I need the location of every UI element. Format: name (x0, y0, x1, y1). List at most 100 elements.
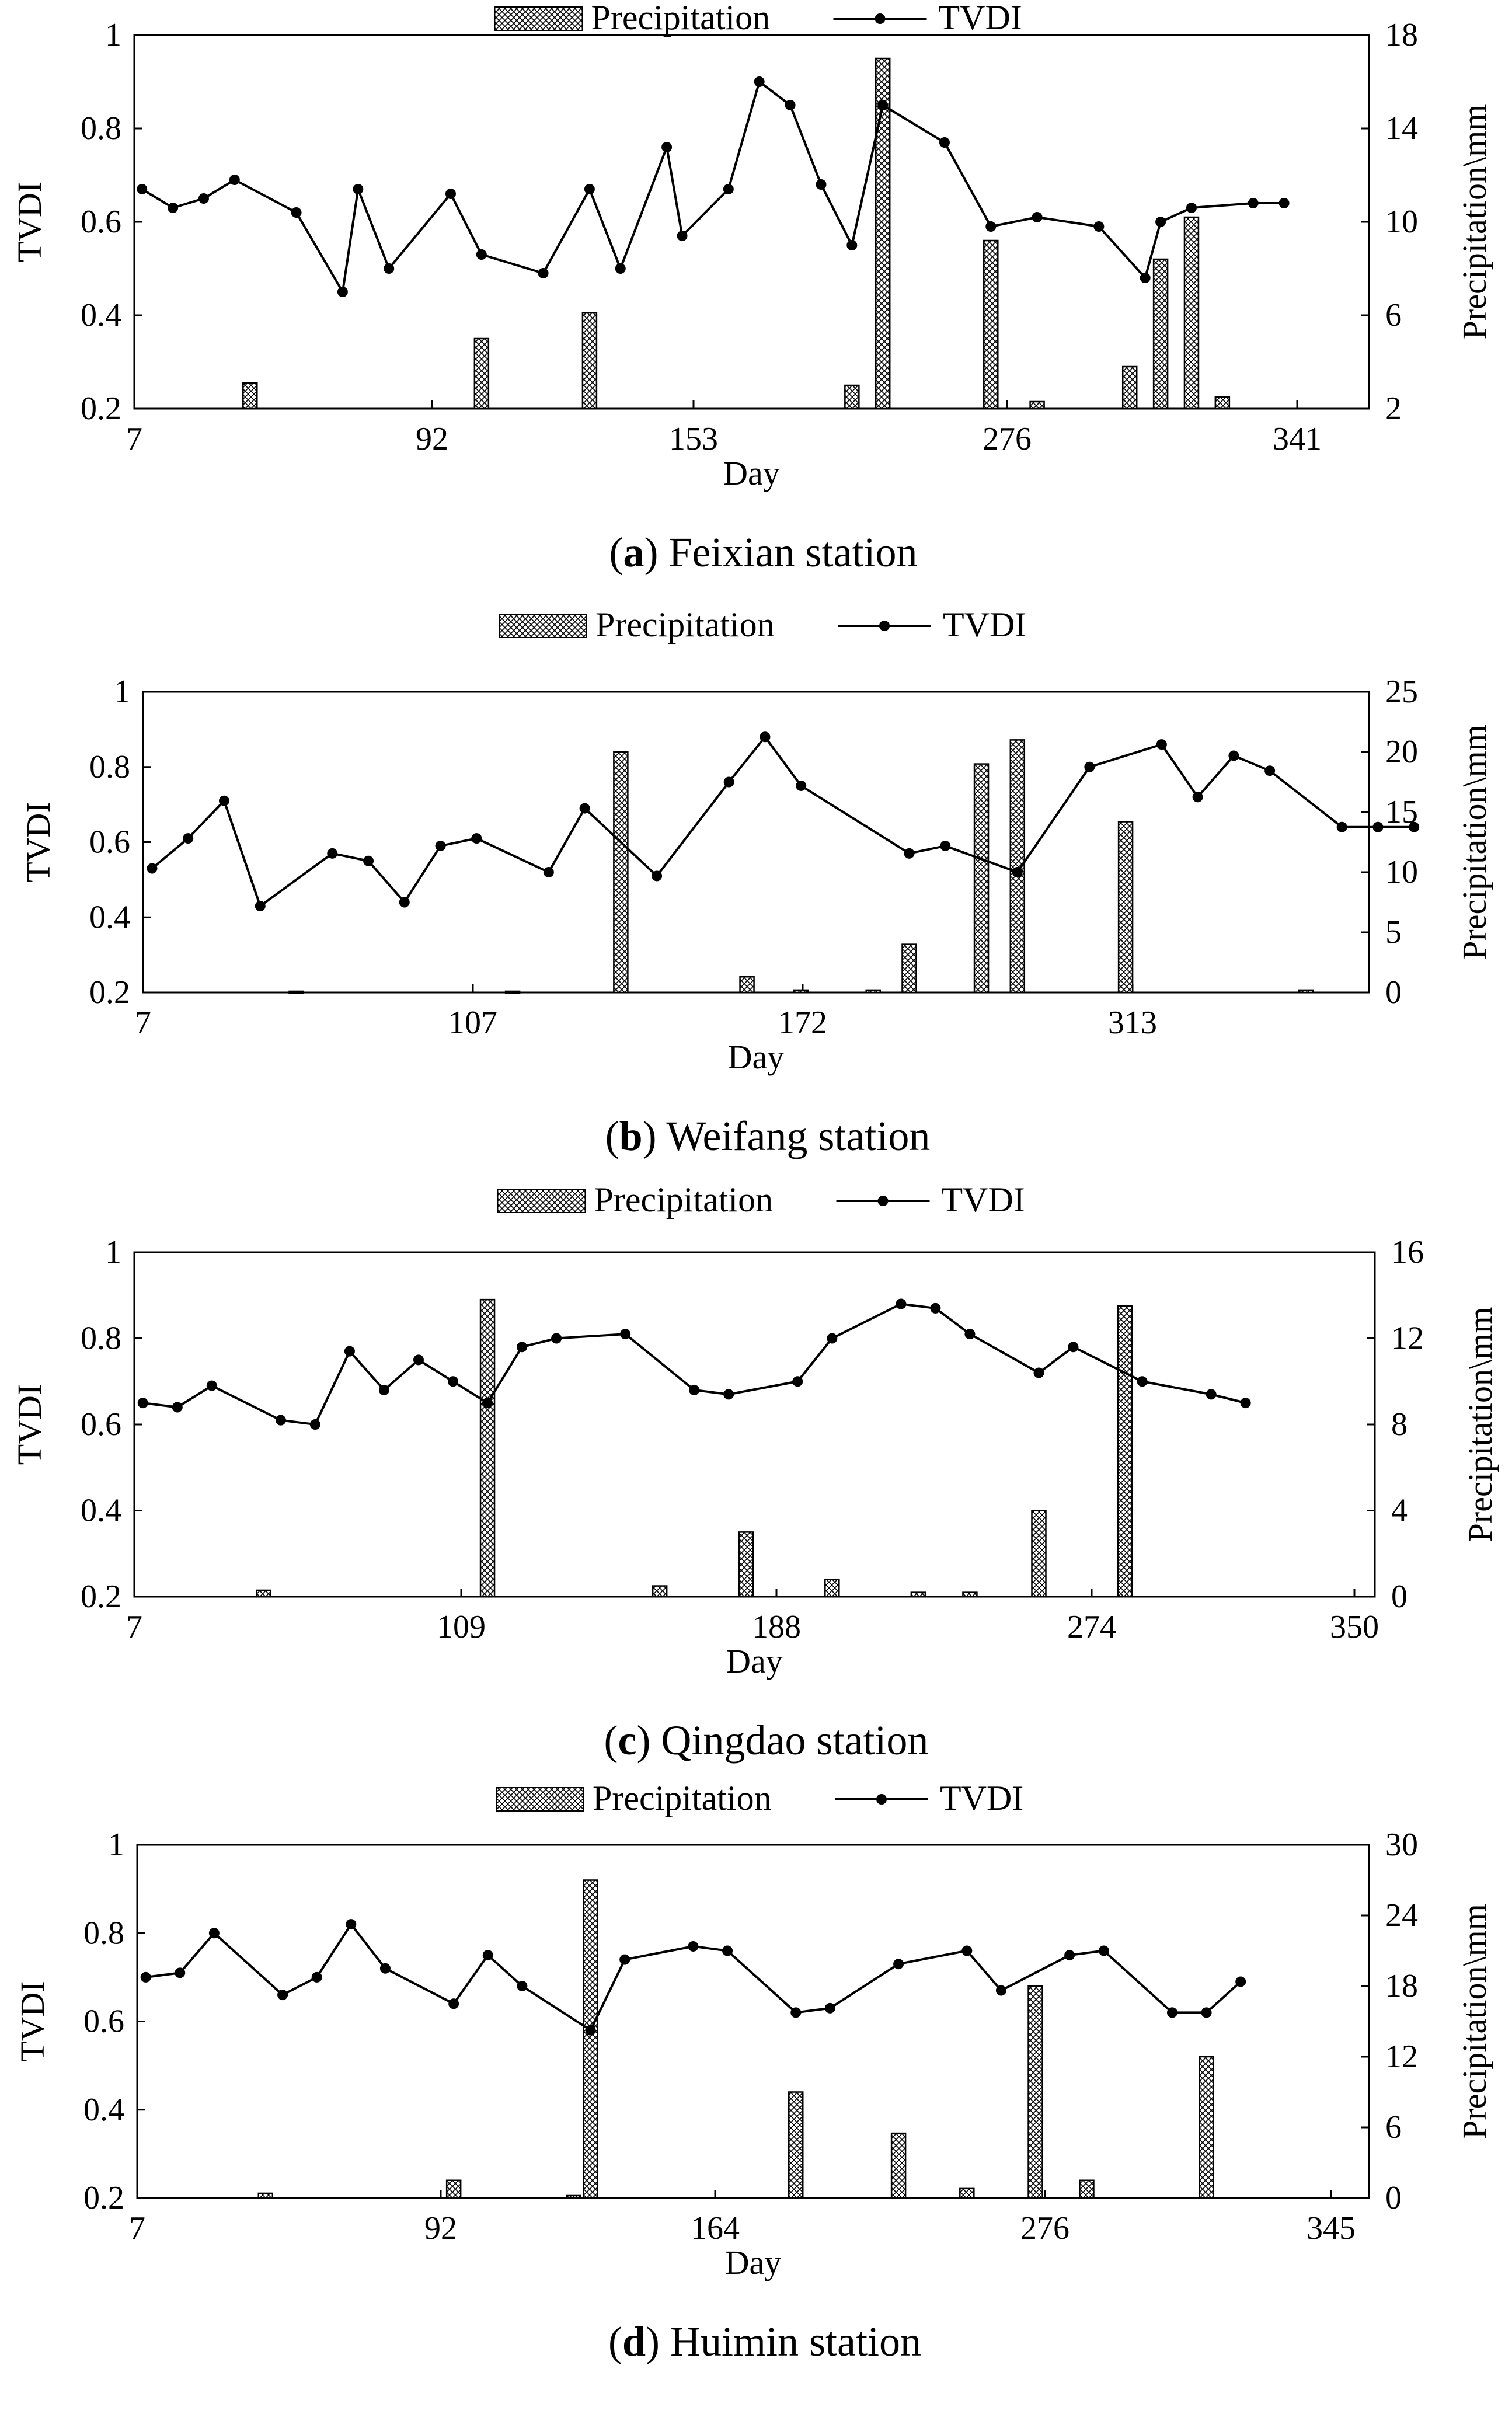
tvdi-point (353, 184, 364, 194)
precipitation-bar (445, 2179, 462, 2199)
precipitation-bar (1117, 821, 1134, 994)
tvdi-point (344, 1346, 355, 1357)
tvdi-point (275, 1415, 286, 1426)
tvdi-point (172, 1402, 183, 1413)
tvdi-point (311, 1971, 322, 1983)
right-y-tick-label: 0 (1385, 2180, 1402, 2216)
tvdi-point (1278, 198, 1290, 208)
precipitation-bar (844, 384, 860, 410)
right-y-tick-label: 5 (1385, 914, 1402, 950)
panel-caption-letter: c (618, 1717, 637, 1764)
tvdi-point (619, 1954, 630, 1965)
left-y-tick-label: 0.6 (81, 1406, 121, 1443)
left-y-axis-title: TVDI (13, 1981, 51, 2062)
tvdi-point (291, 207, 302, 218)
tvdi-point (964, 1329, 976, 1340)
right-y-tick-label: 10 (1385, 204, 1418, 240)
precipitation-bar (973, 763, 990, 994)
precipitation-bar (473, 337, 490, 410)
precipitation-bar (1031, 1510, 1047, 1598)
panel-caption-name: Weifang station (666, 1113, 930, 1159)
tvdi-point (363, 855, 374, 866)
legend-precipitation-label: Precipitation (594, 1180, 774, 1219)
legend-precipitation-label: Precipitation (591, 0, 771, 37)
tvdi-point (1155, 217, 1166, 227)
panel-caption: (b) Weifang station (605, 1113, 931, 1159)
precipitation-bar (566, 2194, 581, 2199)
right-y-tick-label: 10 (1385, 854, 1418, 890)
panel-caption: (d) Huimin station (608, 2318, 921, 2365)
tvdi-point (722, 1945, 733, 1956)
legend-precipitation-swatch (497, 1189, 586, 1213)
tvdi-point (1068, 1342, 1079, 1353)
precipitation-bar (1117, 1305, 1133, 1598)
panel-caption-name: Huimin station (670, 2318, 921, 2365)
left-y-tick-label: 0.8 (81, 1321, 121, 1357)
left-y-tick-label: 0.8 (81, 110, 121, 147)
tvdi-point (1336, 821, 1347, 832)
legend: Precipitation TVDI (499, 605, 1026, 644)
legend-tvdi-label: TVDI (942, 1180, 1025, 1219)
precipitation-bar (1079, 2179, 1095, 2199)
plot-frame (142, 691, 1370, 994)
tvdi-point (517, 1342, 528, 1353)
x-tick-label: 92 (416, 421, 448, 457)
tvdi-point (175, 1967, 186, 1978)
chart-panel-a: Precipitation TVDI 0.2 0.4 0.6 0.8 1 2 6 10 14 18 7 9… (11, 0, 1493, 576)
tvdi-point (1248, 198, 1259, 208)
tvdi-series-line (145, 1922, 1242, 2032)
tvdi-point (517, 1981, 528, 1991)
precipitation-bar (1199, 2056, 1214, 2199)
tvdi-point (208, 1928, 220, 1939)
x-tick-label: 7 (135, 1005, 151, 1041)
precipitation-bar (739, 976, 755, 994)
legend-tvdi-marker (877, 1196, 889, 1206)
tvdi-point (792, 1376, 803, 1387)
x-tick-label: 188 (752, 1609, 801, 1645)
tvdi-point (723, 184, 734, 194)
tvdi-point (482, 1398, 493, 1409)
precipitation-bar (983, 239, 999, 410)
right-y-tick-label: 2 (1385, 391, 1402, 427)
tvdi-point (904, 848, 915, 859)
left-y-tick-label: 1 (108, 1827, 124, 1863)
panel-caption-letter: d (622, 2318, 646, 2365)
right-y-tick-label: 12 (1385, 2039, 1418, 2075)
tvdi-point (379, 1963, 391, 1974)
precipitation-bar (504, 990, 521, 994)
tvdi-point (723, 1389, 734, 1400)
x-axis-title: Day (725, 2244, 782, 2281)
tvdi-point (985, 221, 997, 232)
tvdi-point (816, 179, 827, 190)
panel-caption-letter: a (623, 529, 644, 576)
left-y-tick-label: 0.2 (83, 2180, 124, 2216)
x-axis-title: Day (726, 1642, 783, 1680)
tvdi-point (1201, 2007, 1212, 2018)
left-y-tick-label: 0.8 (83, 1915, 124, 1951)
x-tick-label: 276 (983, 421, 1032, 457)
tvdi-point (846, 240, 858, 250)
tvdi-point (538, 268, 549, 278)
right-y-tick-label: 30 (1385, 1827, 1418, 1863)
right-y-axis-title: Precipitation\mm (1455, 724, 1493, 960)
tvdi-point (198, 193, 209, 204)
legend-tvdi-label: TVDI (943, 605, 1026, 644)
tvdi-point (327, 848, 338, 859)
precipitation-bar (788, 2091, 804, 2199)
tvdi-point (584, 184, 595, 194)
precipitation-bar (738, 1531, 754, 1598)
tvdi-point (785, 100, 796, 110)
left-y-tick-label: 0.2 (81, 391, 121, 427)
right-y-tick-label: 25 (1385, 674, 1418, 710)
tvdi-point (688, 1941, 699, 1952)
tvdi-point (620, 1329, 631, 1340)
precipitation-bar (865, 989, 881, 994)
right-y-tick-label: 16 (1391, 1234, 1424, 1270)
right-y-tick-label: 6 (1385, 297, 1402, 333)
tvdi-point (677, 231, 688, 241)
x-tick-label: 7 (129, 2210, 145, 2246)
tvdi-point (137, 1398, 148, 1409)
right-y-tick-label: 18 (1385, 1968, 1418, 2004)
x-axis-title: Day (723, 454, 780, 492)
tvdi-point (346, 1919, 357, 1930)
